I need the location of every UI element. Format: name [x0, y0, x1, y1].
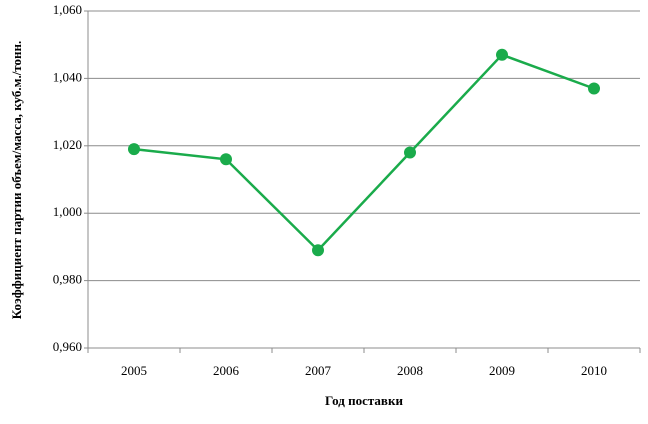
point	[312, 244, 324, 257]
x-tick-label: 2010	[581, 363, 607, 378]
x-axis-label: Год поставки	[325, 393, 403, 408]
point	[404, 146, 416, 159]
x-tick-label: 2006	[213, 363, 240, 378]
point	[220, 153, 232, 166]
y-axis-label: Коэффициент партии объем/масса, куб.м./т…	[9, 41, 24, 320]
point	[588, 82, 600, 95]
x-tick-label: 2005	[121, 363, 147, 378]
line	[133, 53, 595, 253]
point	[496, 48, 508, 61]
y-tick-label: 1,000	[53, 204, 82, 219]
point	[128, 143, 140, 156]
x-tick-label: 2008	[397, 363, 423, 378]
y-tick-label: 1,060	[53, 2, 82, 17]
x-tick-label: 2007	[305, 363, 332, 378]
y-tick-label: 0,960	[53, 339, 82, 354]
y-tick-label: 0,980	[53, 272, 82, 287]
x-tick-label: 2009	[489, 363, 515, 378]
y-tick-label: 1,020	[53, 137, 82, 152]
y-tick-label: 1,040	[53, 69, 82, 84]
